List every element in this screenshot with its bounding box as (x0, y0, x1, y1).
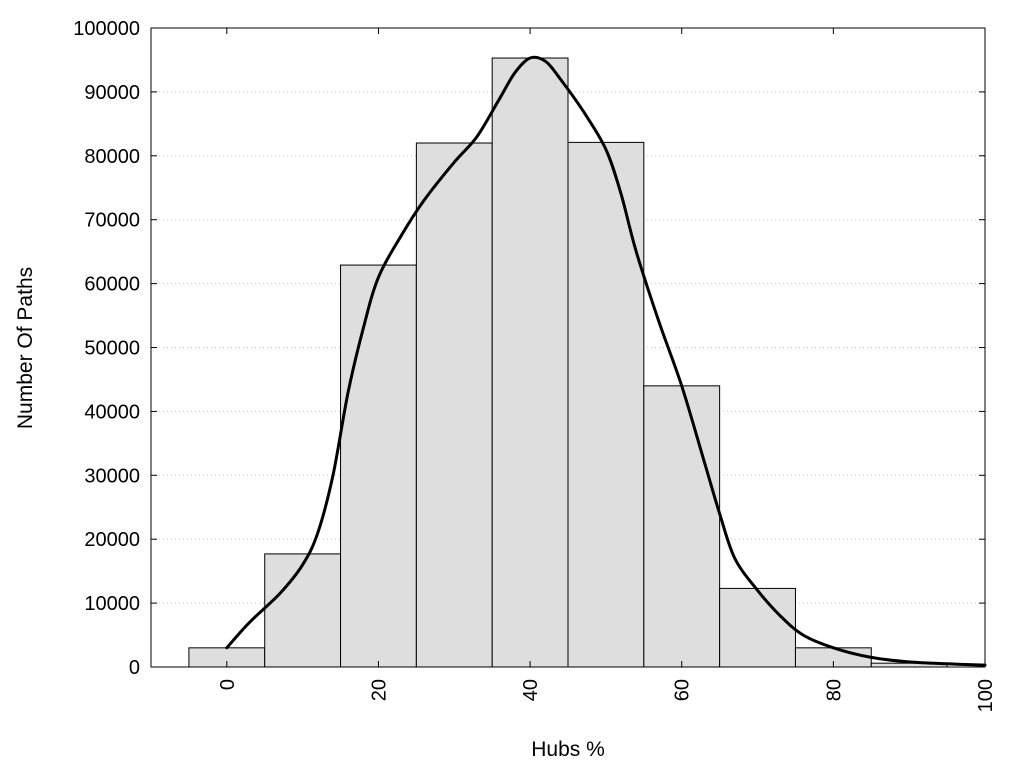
histogram-bar-6 (643, 385, 721, 668)
x-tick-label-4: 80 (823, 679, 845, 701)
x-axis-title: Hubs % (531, 738, 605, 761)
density-curve-0 (225, 55, 987, 667)
y-tick-label-9: 90000 (84, 82, 140, 104)
x-tick-label-2: 40 (520, 679, 542, 701)
y-axis-title: Number Of Paths (14, 267, 37, 429)
y-axis: 0 10000 20000 30000 40000 50000 60000 70000 8000… (73, 18, 985, 679)
histogram-bar-3 (415, 142, 493, 668)
x-tick-label-0: 0 (217, 679, 239, 690)
x-tick-label-3: 60 (672, 679, 694, 701)
y-tick-label-6: 60000 (84, 274, 140, 296)
histogram-bar-5 (567, 141, 645, 668)
x-tick-label-1: 20 (368, 679, 390, 701)
y-tick-label-2: 20000 (84, 529, 140, 551)
histogram-bar-4 (491, 57, 569, 668)
y-tick-label-7: 70000 (84, 210, 140, 232)
line-layer (225, 55, 987, 667)
y-tick-label-0: 0 (129, 657, 140, 679)
bars-layer (188, 57, 948, 668)
x-tick-label-5: 100 (975, 679, 997, 712)
y-tick-label-4: 40000 (84, 401, 140, 423)
x-axis: 0 20 40 60 80 100 (217, 28, 997, 712)
y-tick-label-10: 100000 (73, 18, 140, 40)
histogram-bar-1 (264, 553, 342, 668)
histogram-bar-2 (340, 264, 417, 668)
y-tick-label-3: 30000 (84, 465, 140, 487)
histogram-bar-7 (719, 587, 796, 668)
y-tick-label-8: 80000 (84, 146, 140, 168)
y-tick-label-1: 10000 (84, 593, 140, 615)
y-tick-label-5: 50000 (84, 338, 140, 360)
